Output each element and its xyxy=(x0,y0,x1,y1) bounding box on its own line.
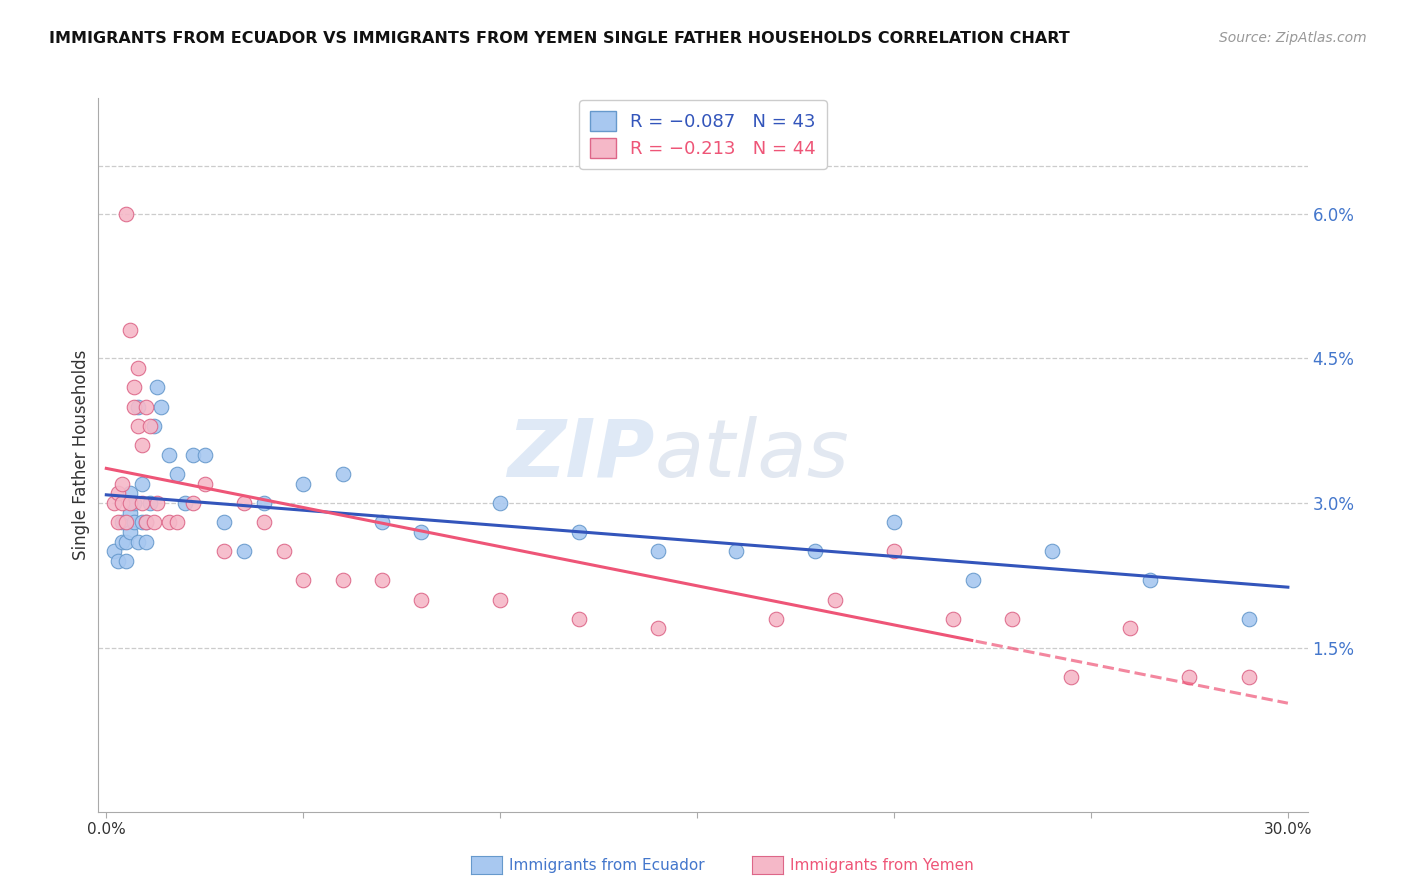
Point xyxy=(122,496,145,510)
Point xyxy=(127,361,149,376)
Point xyxy=(332,467,354,482)
Text: IMMIGRANTS FROM ECUADOR VS IMMIGRANTS FROM YEMEN SINGLE FATHER HOUSEHOLDS CORREL: IMMIGRANTS FROM ECUADOR VS IMMIGRANTS FR… xyxy=(49,31,1070,46)
Point xyxy=(150,400,173,414)
Point xyxy=(233,544,256,558)
Point xyxy=(489,592,512,607)
Point xyxy=(166,516,188,530)
Point xyxy=(135,400,157,414)
Point xyxy=(1001,612,1024,626)
Text: Immigrants from Ecuador: Immigrants from Ecuador xyxy=(509,858,704,872)
Point xyxy=(135,516,157,530)
Point xyxy=(142,419,165,434)
Point xyxy=(146,380,169,394)
Point xyxy=(138,419,160,434)
Point xyxy=(135,534,157,549)
Point xyxy=(489,496,512,510)
Point xyxy=(371,516,394,530)
Point xyxy=(118,506,141,520)
Point xyxy=(118,486,141,500)
Point xyxy=(142,516,165,530)
Point xyxy=(138,496,160,510)
Legend: R = −0.087   N = 43, R = −0.213   N = 44: R = −0.087 N = 43, R = −0.213 N = 44 xyxy=(579,100,827,169)
Point xyxy=(647,544,669,558)
Y-axis label: Single Father Households: Single Father Households xyxy=(72,350,90,560)
Point xyxy=(411,524,433,539)
Point xyxy=(214,516,236,530)
Point xyxy=(804,544,827,558)
Point xyxy=(131,496,153,510)
Point xyxy=(122,400,145,414)
Point xyxy=(115,534,138,549)
Point xyxy=(166,467,188,482)
Text: atlas: atlas xyxy=(655,416,849,494)
Point xyxy=(118,322,141,336)
Point xyxy=(103,544,125,558)
Point xyxy=(765,612,787,626)
Point xyxy=(1060,670,1083,684)
Point xyxy=(273,544,295,558)
Point xyxy=(157,516,180,530)
Point xyxy=(107,486,129,500)
Point xyxy=(127,419,149,434)
Point xyxy=(131,516,153,530)
Point xyxy=(103,496,125,510)
Point xyxy=(131,476,153,491)
Point xyxy=(174,496,197,510)
Point xyxy=(253,496,276,510)
Point xyxy=(1237,612,1260,626)
Point xyxy=(292,476,315,491)
Point xyxy=(111,476,134,491)
Point xyxy=(122,516,145,530)
Point xyxy=(411,592,433,607)
Point xyxy=(111,516,134,530)
Point xyxy=(181,496,204,510)
Point xyxy=(157,448,180,462)
Point xyxy=(233,496,256,510)
Point xyxy=(1119,622,1142,636)
Point xyxy=(332,574,354,588)
Point xyxy=(181,448,204,462)
Point xyxy=(107,516,129,530)
Point xyxy=(214,544,236,558)
Point xyxy=(1178,670,1201,684)
Point xyxy=(568,612,591,626)
Point xyxy=(194,448,217,462)
Point xyxy=(118,524,141,539)
Point xyxy=(194,476,217,491)
Point xyxy=(568,524,591,539)
Point xyxy=(115,207,138,221)
Text: Source: ZipAtlas.com: Source: ZipAtlas.com xyxy=(1219,31,1367,45)
Point xyxy=(962,574,984,588)
Point xyxy=(111,496,134,510)
Point xyxy=(127,534,149,549)
Point xyxy=(135,516,157,530)
Point xyxy=(883,516,905,530)
Point xyxy=(253,516,276,530)
Point xyxy=(111,534,134,549)
Point xyxy=(371,574,394,588)
Text: Immigrants from Yemen: Immigrants from Yemen xyxy=(790,858,974,872)
Point xyxy=(292,574,315,588)
Point xyxy=(146,496,169,510)
Point xyxy=(115,554,138,568)
Point xyxy=(107,554,129,568)
Point xyxy=(122,380,145,394)
Point xyxy=(115,516,138,530)
Point xyxy=(1139,574,1161,588)
Text: ZIP: ZIP xyxy=(508,416,655,494)
Point xyxy=(883,544,905,558)
Point xyxy=(127,400,149,414)
Point xyxy=(824,592,846,607)
Point xyxy=(118,496,141,510)
Point xyxy=(1040,544,1063,558)
Point xyxy=(647,622,669,636)
Point xyxy=(942,612,965,626)
Point xyxy=(131,438,153,452)
Point xyxy=(1237,670,1260,684)
Point xyxy=(725,544,748,558)
